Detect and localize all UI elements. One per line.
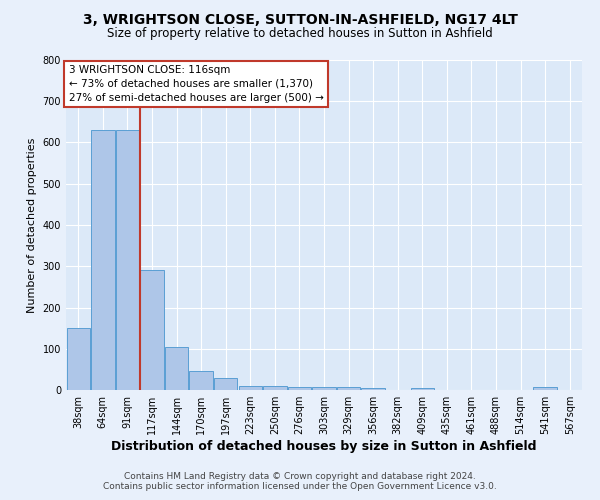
Bar (116, 130, 139, 390)
Bar (361, 388, 385, 390)
Bar (165, 346, 188, 390)
Y-axis label: Number of detached properties: Number of detached properties (27, 138, 37, 312)
Bar (313, 387, 335, 390)
X-axis label: Distribution of detached houses by size in Sutton in Ashfield: Distribution of detached houses by size … (111, 440, 537, 453)
Text: 3 WRIGHTSON CLOSE: 116sqm
← 73% of detached houses are smaller (1,370)
27% of se: 3 WRIGHTSON CLOSE: 116sqm ← 73% of detac… (68, 65, 323, 103)
Bar (140, 270, 164, 390)
Text: Contains public sector information licensed under the Open Government Licence v3: Contains public sector information licen… (103, 482, 497, 491)
Text: 3, WRIGHTSON CLOSE, SUTTON-IN-ASHFIELD, NG17 4LT: 3, WRIGHTSON CLOSE, SUTTON-IN-ASHFIELD, … (83, 12, 517, 26)
Bar (214, 378, 238, 390)
Bar (67, 328, 90, 390)
Bar (410, 388, 434, 390)
Text: Size of property relative to detached houses in Sutton in Ashfield: Size of property relative to detached ho… (107, 28, 493, 40)
Bar (337, 387, 360, 390)
Bar (533, 387, 557, 390)
Bar (263, 386, 287, 390)
Bar (288, 387, 311, 390)
Bar (239, 386, 262, 390)
Text: Contains HM Land Registry data © Crown copyright and database right 2024.: Contains HM Land Registry data © Crown c… (124, 472, 476, 481)
Bar (91, 130, 115, 390)
Bar (190, 372, 213, 390)
